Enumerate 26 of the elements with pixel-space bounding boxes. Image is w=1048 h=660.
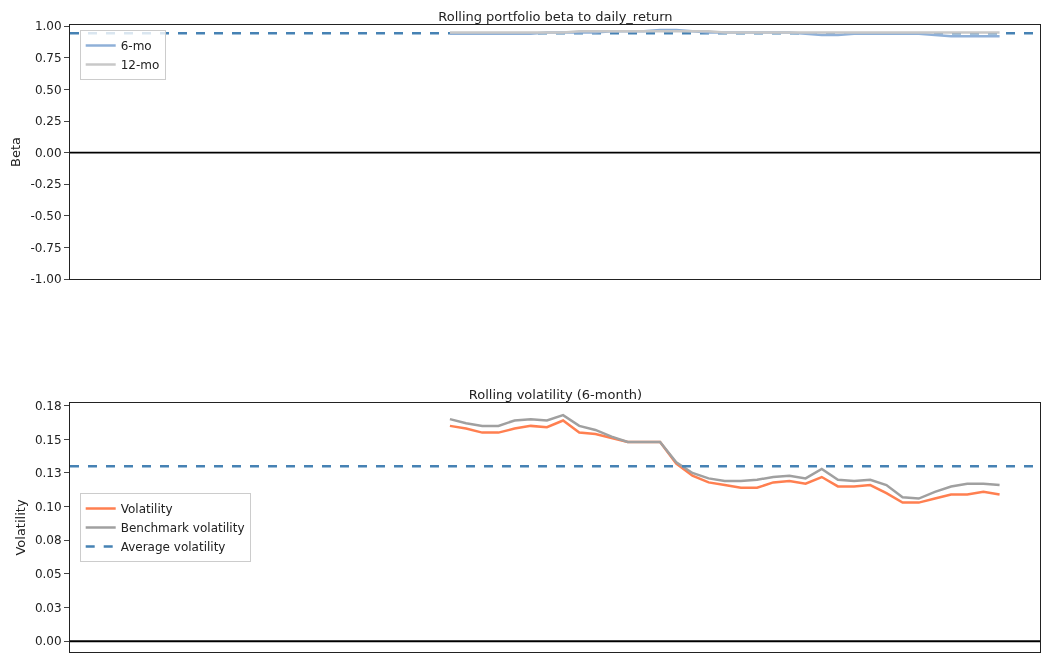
y-tick-label: 0.25 (34, 114, 62, 129)
legend-label: Benchmark volatility (120, 521, 245, 536)
y-tick-label: -0.50 (30, 209, 62, 224)
y-tick-label: 0.08 (34, 533, 62, 548)
chart-title: Rolling volatility (6-month) (468, 387, 643, 402)
y-tick-label: 0.50 (34, 82, 62, 97)
y-tick-label: 0.75 (34, 51, 62, 66)
y-tick-label: 0.03 (34, 600, 62, 615)
legend-label: 6-mo (120, 39, 152, 54)
y-tick-label: 0.00 (34, 634, 62, 649)
legend-label: 12-mo (120, 58, 160, 73)
y-tick-label: -0.25 (30, 177, 62, 192)
legend-label: Average volatility (120, 540, 226, 555)
y-tick-label: -1.00 (30, 272, 62, 287)
y-tick-label: -0.75 (30, 240, 62, 255)
y-tick-label: 0.13 (34, 466, 62, 481)
y-tick-label: 0.10 (34, 499, 62, 514)
y-tick-label: 1.00 (34, 19, 62, 34)
legend-label: Volatility (120, 502, 173, 517)
y-axis-title: Beta (8, 137, 24, 167)
y-tick-label: 0.18 (34, 398, 62, 413)
y-tick-label: 0.05 (34, 567, 62, 582)
y-tick-label: 0.15 (34, 432, 62, 447)
y-axis-title: Volatility (12, 499, 28, 556)
y-tick-label: 0.00 (34, 145, 62, 160)
chart-title: Rolling portfolio beta to daily_return (438, 9, 673, 24)
